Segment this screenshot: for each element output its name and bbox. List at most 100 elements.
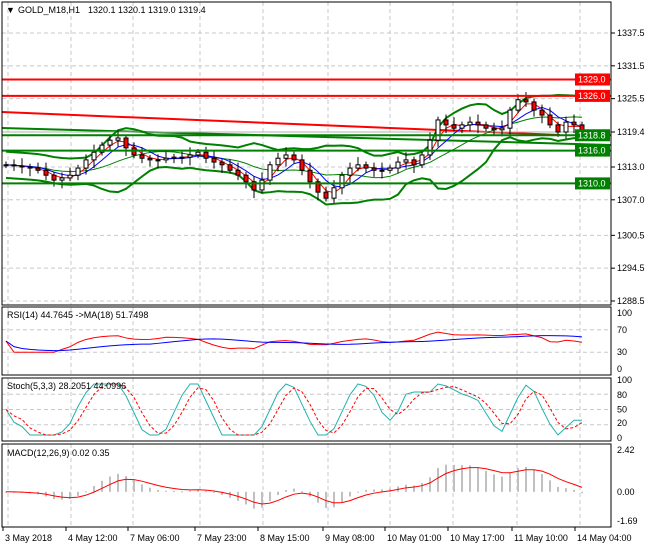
candle-body xyxy=(203,151,209,159)
x-tick-label: 8 May 15:00 xyxy=(260,533,310,543)
bollinger-band-lower xyxy=(5,136,583,206)
symbol-label: GOLD_M18,H1 xyxy=(18,5,80,15)
panel-frame-0 xyxy=(1,1,612,306)
stoch-main-line xyxy=(5,383,582,436)
macd-tick-label: 2.42 xyxy=(617,445,635,455)
candle-body xyxy=(251,181,257,191)
macd-histogram-bar xyxy=(421,483,423,492)
level-tag xyxy=(575,177,610,190)
candle-body xyxy=(371,167,377,171)
y-tick-label: 1337.5 xyxy=(617,28,645,38)
stoch-tick-label: 100 xyxy=(617,375,632,385)
candle-body xyxy=(179,156,185,159)
candle-body xyxy=(259,179,265,191)
candle-body xyxy=(67,174,73,179)
candle-body xyxy=(11,164,17,167)
y-tick-label: 1313.0 xyxy=(617,162,645,172)
candle-body xyxy=(307,169,313,183)
macd-histogram-bar xyxy=(373,489,375,492)
candle-body xyxy=(451,124,457,129)
y-tick-label: 1319.4 xyxy=(617,127,645,137)
candle-body xyxy=(299,159,305,171)
candle-body xyxy=(211,157,217,163)
macd-histogram-bar xyxy=(85,491,87,493)
candle-body xyxy=(411,159,417,166)
x-tick-label: 3 May 2018 xyxy=(5,533,52,543)
triangle-down-icon[interactable]: ▼ xyxy=(6,5,15,15)
candle-body xyxy=(315,181,321,193)
rsi-ma-line xyxy=(5,335,583,352)
macd-histogram-bar xyxy=(501,476,503,492)
candle-body xyxy=(147,157,153,161)
candle-body xyxy=(27,166,33,169)
macd-histogram-bar xyxy=(381,489,383,492)
candle-body xyxy=(379,169,385,172)
macd-histogram-bar xyxy=(557,486,559,492)
candle-body xyxy=(475,121,481,126)
candle-body xyxy=(571,121,577,126)
candle-body xyxy=(387,167,393,171)
macd-histogram-bar xyxy=(365,489,367,492)
ohlc-label: 1320.1 1320.1 1319.0 1319.4 xyxy=(88,5,206,15)
candle-body xyxy=(83,159,89,169)
macd-histogram-bar xyxy=(357,491,359,493)
rsi-tick-label: 70 xyxy=(617,325,627,335)
bollinger-band-middle xyxy=(5,116,583,179)
macd-histogram-bar xyxy=(157,489,159,492)
macd-histogram-bar xyxy=(133,480,135,492)
x-tick-label: 9 May 08:00 xyxy=(325,533,375,543)
level-tag-label: 1318.8 xyxy=(578,130,606,140)
macd-histogram-bar xyxy=(493,474,495,492)
candle-body xyxy=(235,169,241,176)
candle-body xyxy=(555,124,561,133)
candle-body xyxy=(443,119,449,126)
candle-body xyxy=(91,151,97,161)
panel-frame-1 xyxy=(1,306,612,376)
y-tick-label: 1331.5 xyxy=(617,61,645,71)
candle-body xyxy=(507,109,513,129)
macd-histogram-bar xyxy=(509,472,511,492)
macd-histogram-bar xyxy=(125,476,127,492)
macd-histogram-bar xyxy=(213,491,215,493)
y-tick-label: 1300.5 xyxy=(617,230,645,240)
candle-body xyxy=(499,127,505,131)
level-tag-label: 1310.0 xyxy=(578,178,606,188)
macd-histogram-bar xyxy=(69,491,71,499)
macd-histogram-bar xyxy=(541,473,543,492)
level-tag xyxy=(575,89,610,102)
macd-histogram-bar xyxy=(149,487,151,492)
y-tick-label: 1307.0 xyxy=(617,195,645,205)
macd-histogram-bar xyxy=(333,491,335,508)
candle-body xyxy=(219,161,225,166)
candle-body xyxy=(227,164,233,171)
rsi-label: RSI(14) 44.7645 ->MA(18) 51.7498 xyxy=(7,310,148,320)
macd-histogram-bar xyxy=(469,465,471,492)
macd-histogram-bar xyxy=(461,465,463,492)
trendline-green xyxy=(1,127,612,146)
macd-histogram-bar xyxy=(477,467,479,492)
macd-histogram-bar xyxy=(517,468,519,492)
macd-signal-line xyxy=(5,467,583,505)
macd-histogram-bar xyxy=(205,490,207,492)
macd-histogram-bar xyxy=(277,491,279,496)
rsi-tick-label: 30 xyxy=(617,347,627,357)
candle-body xyxy=(363,164,369,169)
macd-histogram-bar xyxy=(293,488,295,492)
level-tag-label: 1329.0 xyxy=(578,74,606,84)
candle-body xyxy=(291,154,297,161)
candle-body xyxy=(395,161,401,169)
macd-histogram-bar xyxy=(117,473,119,492)
candle-body xyxy=(267,164,273,181)
macd-histogram-bar xyxy=(253,491,255,509)
stoch-signal-line xyxy=(5,383,583,436)
rsi-tick-label: 100 xyxy=(617,308,632,318)
level-tag xyxy=(575,144,610,157)
level-tag-label: 1316.0 xyxy=(578,146,606,156)
candle-body xyxy=(515,99,521,111)
macd-histogram-bar xyxy=(261,491,263,508)
macd-histogram-bar xyxy=(349,491,351,497)
stoch-tick-label: 50 xyxy=(617,405,627,415)
macd-histogram-bar xyxy=(61,491,63,500)
